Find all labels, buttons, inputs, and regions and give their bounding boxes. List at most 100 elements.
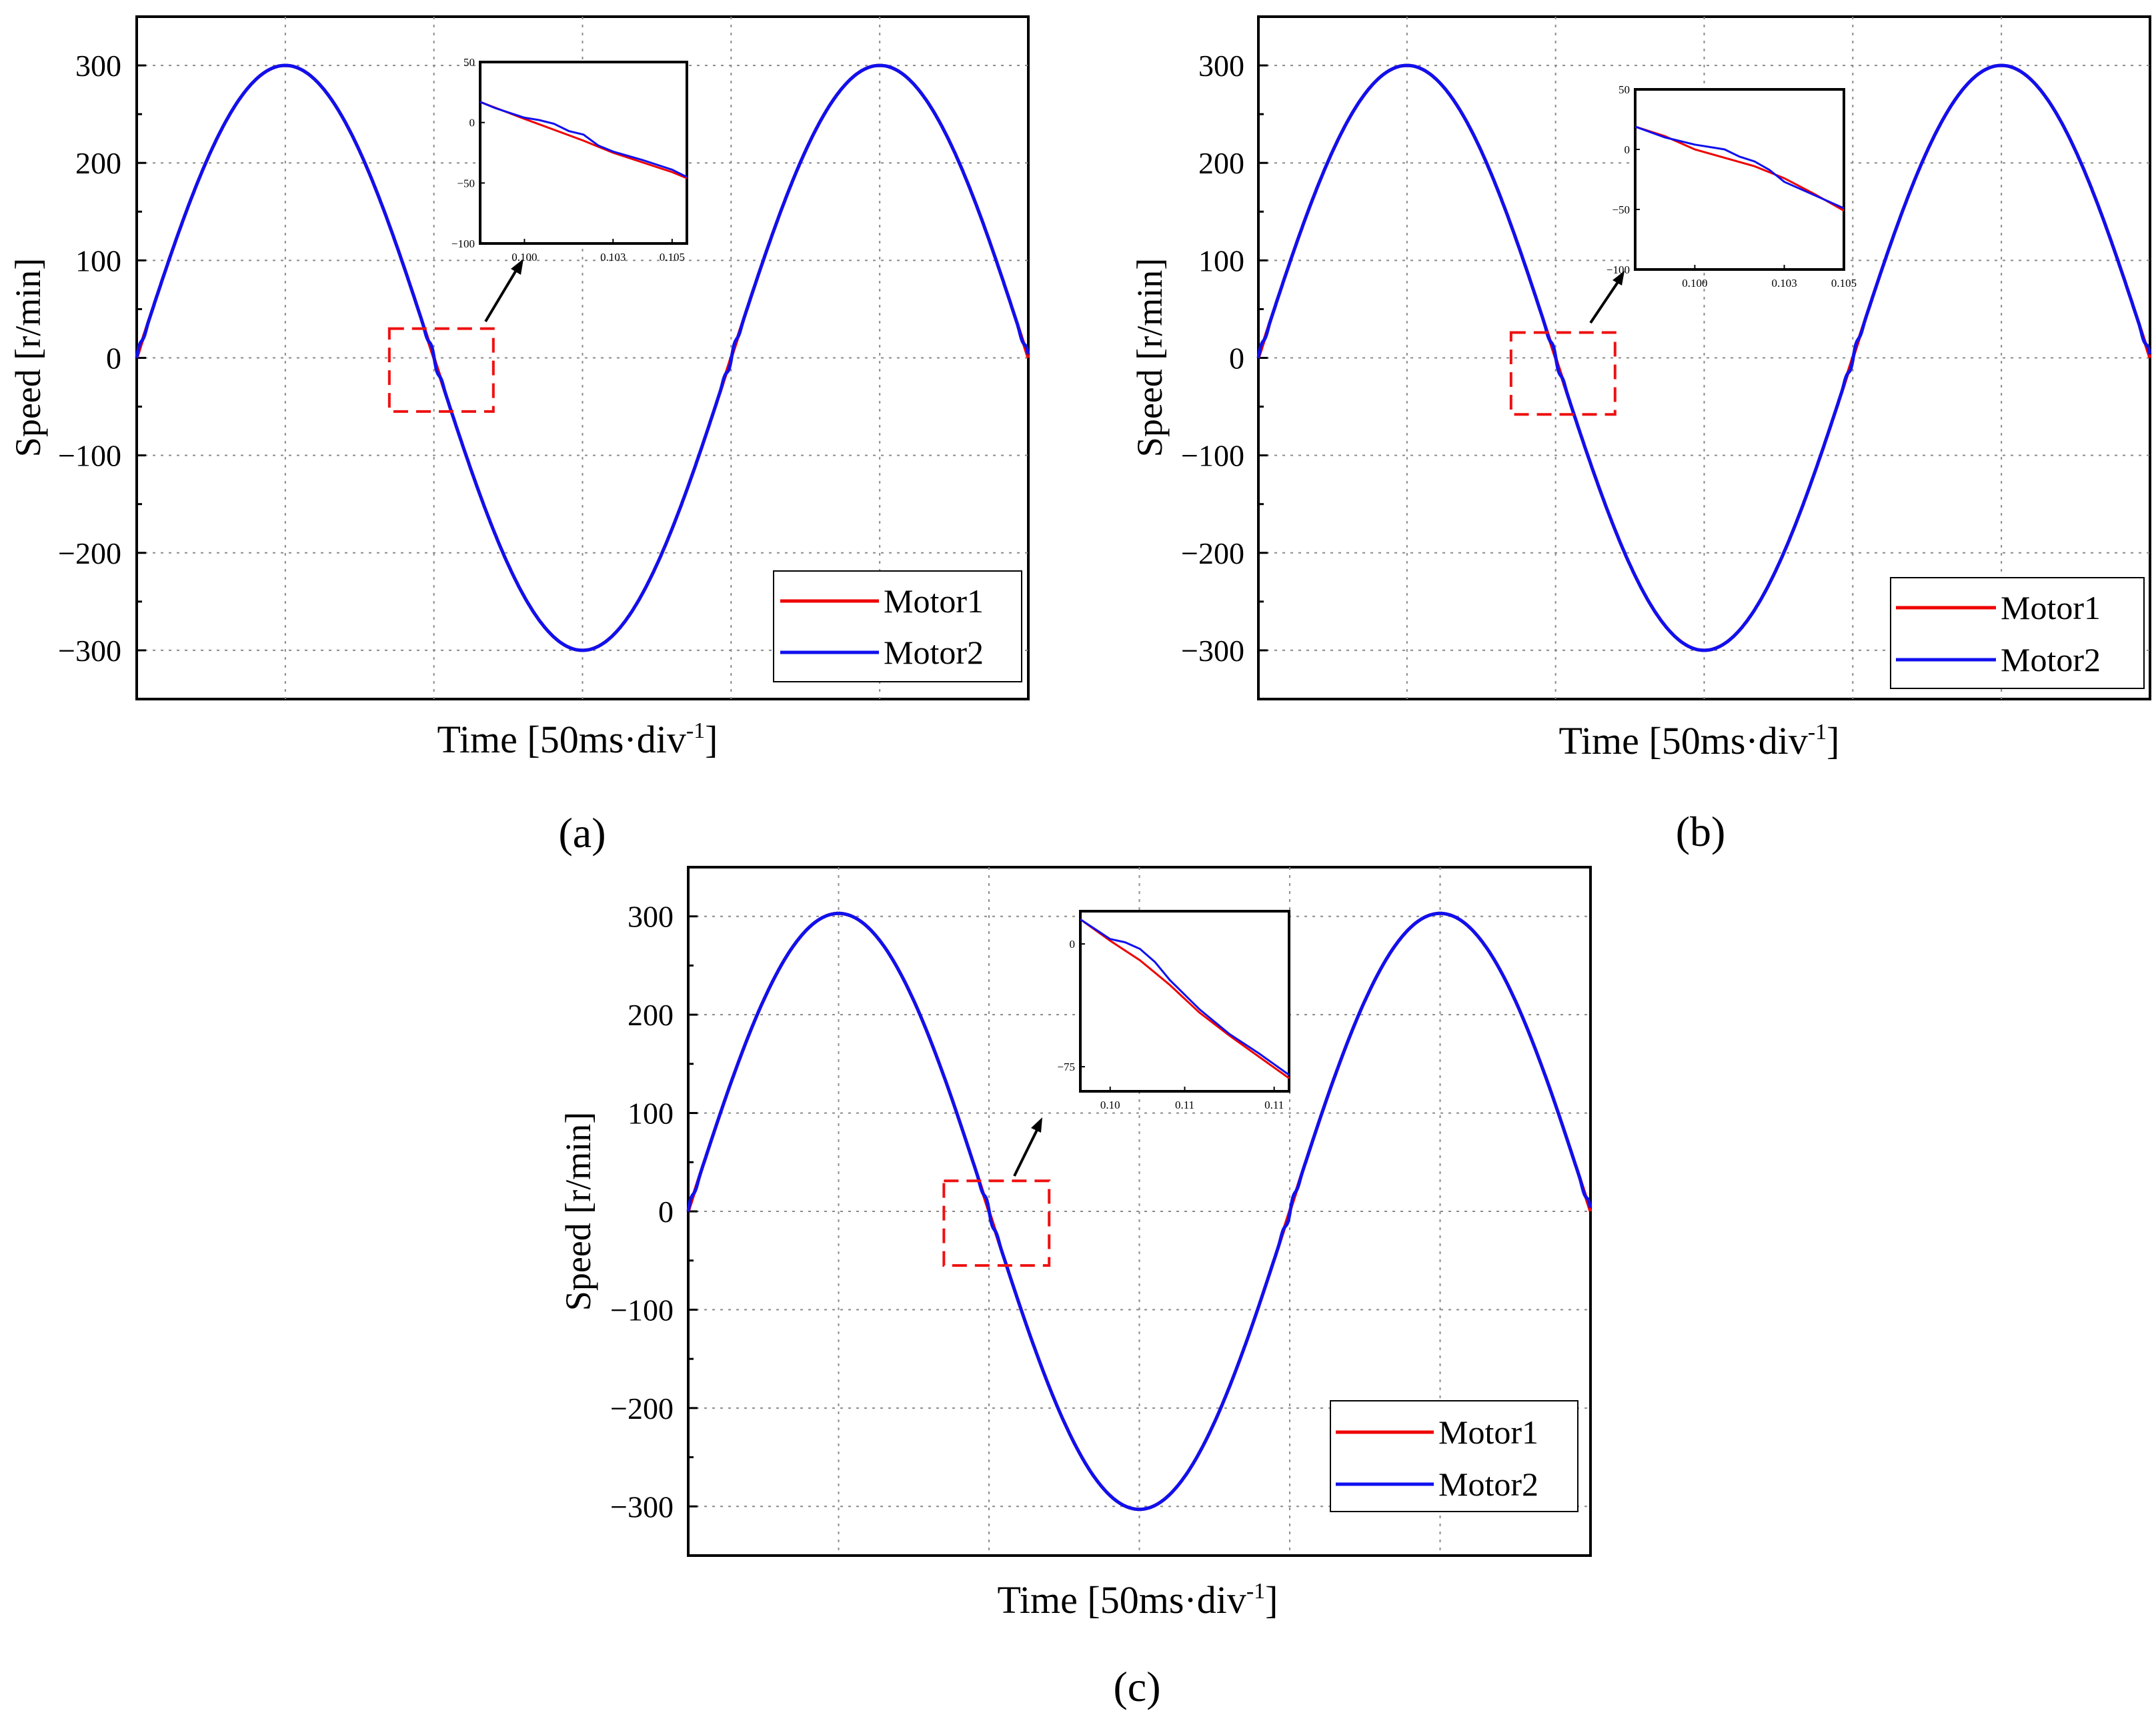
y-ticks: 300 200 100 0 −100 −200 −300 (58, 49, 121, 668)
x-axis-bracket-open: [ (527, 718, 540, 761)
y-tick-label: −200 (1181, 536, 1244, 570)
inset-x-tick-label: 0.103 (600, 251, 626, 263)
inset-x-tick-label: 0.11 (1264, 1099, 1284, 1111)
inset-series-motor2 (1080, 919, 1290, 1076)
x-axis-unit-exponent: -1 (1808, 720, 1827, 744)
inset-series-motor2 (479, 101, 688, 178)
inset-x-tick-label: 0.100 (1682, 277, 1707, 290)
inset-y-tick-label: −75 (1057, 1061, 1075, 1073)
panel-c: 300 200 100 0 −100 −200 −300 Speed [r/mi… (558, 866, 1592, 1710)
y-tick-label: 300 (628, 900, 674, 934)
legend-box (1890, 577, 2145, 689)
zoom-arrow-head-icon (1031, 1117, 1042, 1133)
y-tick-label: 200 (1198, 146, 1244, 180)
y-tick-label: 0 (658, 1195, 674, 1229)
x-axis-label: Time [50ms·div-1] (1559, 719, 1840, 762)
series-motor2 (686, 911, 1592, 1512)
y-tick-label: 100 (75, 243, 121, 277)
x-axis-unit: 50ms·div (540, 718, 686, 761)
inset-x-tick-label: 0.105 (1831, 277, 1857, 290)
y-axis-label: Speed [r/min] (8, 258, 48, 457)
legend: Motor1 Motor2 (1330, 1400, 1578, 1512)
x-axis-bracket-open: [ (1087, 1578, 1100, 1622)
legend-box (1330, 1400, 1578, 1512)
zoom-arrow-head-icon (511, 259, 523, 275)
y-tick-label: −200 (58, 536, 121, 570)
zoom-arrow-head-icon (1612, 271, 1625, 285)
legend-label-motor1: Motor1 (2001, 589, 2101, 626)
y-tick-label: −300 (1181, 634, 1244, 668)
series-motor2 (135, 63, 1030, 652)
x-axis-unit-exponent: -1 (686, 718, 705, 743)
inset-frame (1079, 910, 1290, 1093)
y-tick-label: 200 (628, 998, 674, 1032)
x-axis-unit: 50ms·div (1100, 1578, 1246, 1622)
x-axis-unit-exponent: -1 (1246, 1579, 1265, 1604)
x-axis-bracket-close: ] (705, 718, 718, 761)
zoom-region-box (942, 1179, 1051, 1267)
zoom-arrow (1589, 279, 1621, 324)
y-axis-label: Speed [r/min] (1130, 258, 1170, 457)
x-axis-label-main: Time (998, 1578, 1088, 1622)
inset-series-motor1 (479, 101, 688, 179)
inset-plot: 0 −75 0.10 0.11 0.11 (1057, 910, 1290, 1111)
inset-x-tick-label: 0.105 (660, 251, 685, 263)
inset-y-tick-label: −50 (1612, 203, 1630, 216)
inset-ticks (480, 61, 673, 244)
inset-y-tick-label: 0 (1070, 938, 1076, 951)
inset-plot: 50 0 −50 −100 0.100 0.103 0.105 (451, 56, 688, 263)
y-tick-label: 300 (75, 49, 121, 83)
inset-y-tick-label: −100 (451, 237, 475, 250)
legend-box (773, 570, 1022, 682)
x-axis-bracket-open: [ (1649, 719, 1661, 762)
inset-y-tick-label: 0 (469, 117, 475, 129)
y-axis-label: Speed [r/min] (558, 1112, 598, 1311)
legend: Motor1 Motor2 (773, 570, 1022, 682)
x-axis-bracket-close: ] (1827, 719, 1839, 762)
legend-label-motor1: Motor1 (1438, 1413, 1538, 1451)
inset-x-tick-label: 0.100 (511, 251, 537, 263)
x-axis-bracket-close: ] (1265, 1578, 1278, 1622)
panel-label: (a) (558, 809, 606, 856)
x-axis-label-main: Time (437, 718, 527, 761)
inset-plot: 50 0 −50 −100 0.100 0.103 0.105 (1606, 83, 1857, 290)
legend-label-motor2: Motor2 (884, 634, 984, 671)
inset-x-tick-label: 0.103 (1771, 277, 1797, 290)
inset-x-tick-label: 0.10 (1100, 1099, 1120, 1111)
panel-label: (c) (1113, 1663, 1160, 1710)
inset-series-motor2 (1635, 125, 1845, 209)
y-tick-label: 100 (1198, 243, 1244, 277)
y-tick-label: −300 (610, 1490, 674, 1524)
inset-y-tick-label: 0 (1625, 143, 1631, 156)
inset-y-tick-label: 50 (463, 56, 475, 69)
y-tick-label: 0 (106, 342, 121, 376)
panel-a: 300 200 100 0 −100 −200 −300 Speed [r/mi… (8, 15, 1030, 856)
x-axis-unit: 50ms·div (1662, 719, 1808, 762)
panel-label: (b) (1676, 808, 1726, 855)
inset-y-tick-label: −100 (1606, 263, 1630, 276)
y-ticks: 300 200 100 0 −100 −200 −300 (610, 900, 674, 1524)
legend: Motor1 Motor2 (1890, 577, 2145, 689)
y-tick-label: −100 (610, 1293, 674, 1327)
inset-series-motor1 (1080, 919, 1290, 1079)
inset-x-tick-label: 0.11 (1175, 1099, 1194, 1111)
x-axis-label: Time [50ms·div-1] (998, 1578, 1278, 1622)
inset-y-tick-label: −50 (457, 177, 475, 189)
legend-label-motor2: Motor2 (2001, 641, 2101, 678)
panel-b: 300 200 100 0 −100 −200 −300 Speed [r/mi… (1130, 15, 2152, 855)
inset-y-tick-label: 50 (1619, 83, 1630, 96)
zoom-arrow (484, 267, 519, 323)
legend-label-motor2: Motor2 (1438, 1466, 1538, 1503)
zoom-arrow (1013, 1128, 1039, 1177)
inset-frame (479, 61, 688, 245)
x-axis-label: Time [50ms·div-1] (437, 718, 718, 761)
inset-ticks (1635, 89, 1845, 270)
zoom-region-box (1509, 331, 1616, 416)
inset-frame (1634, 88, 1845, 271)
y-tick-label: 200 (75, 146, 121, 180)
y-tick-label: −300 (58, 634, 121, 668)
y-tick-label: −100 (1181, 439, 1244, 473)
inset-ticks (1080, 943, 1275, 1091)
x-axis-label-main: Time (1559, 719, 1649, 762)
